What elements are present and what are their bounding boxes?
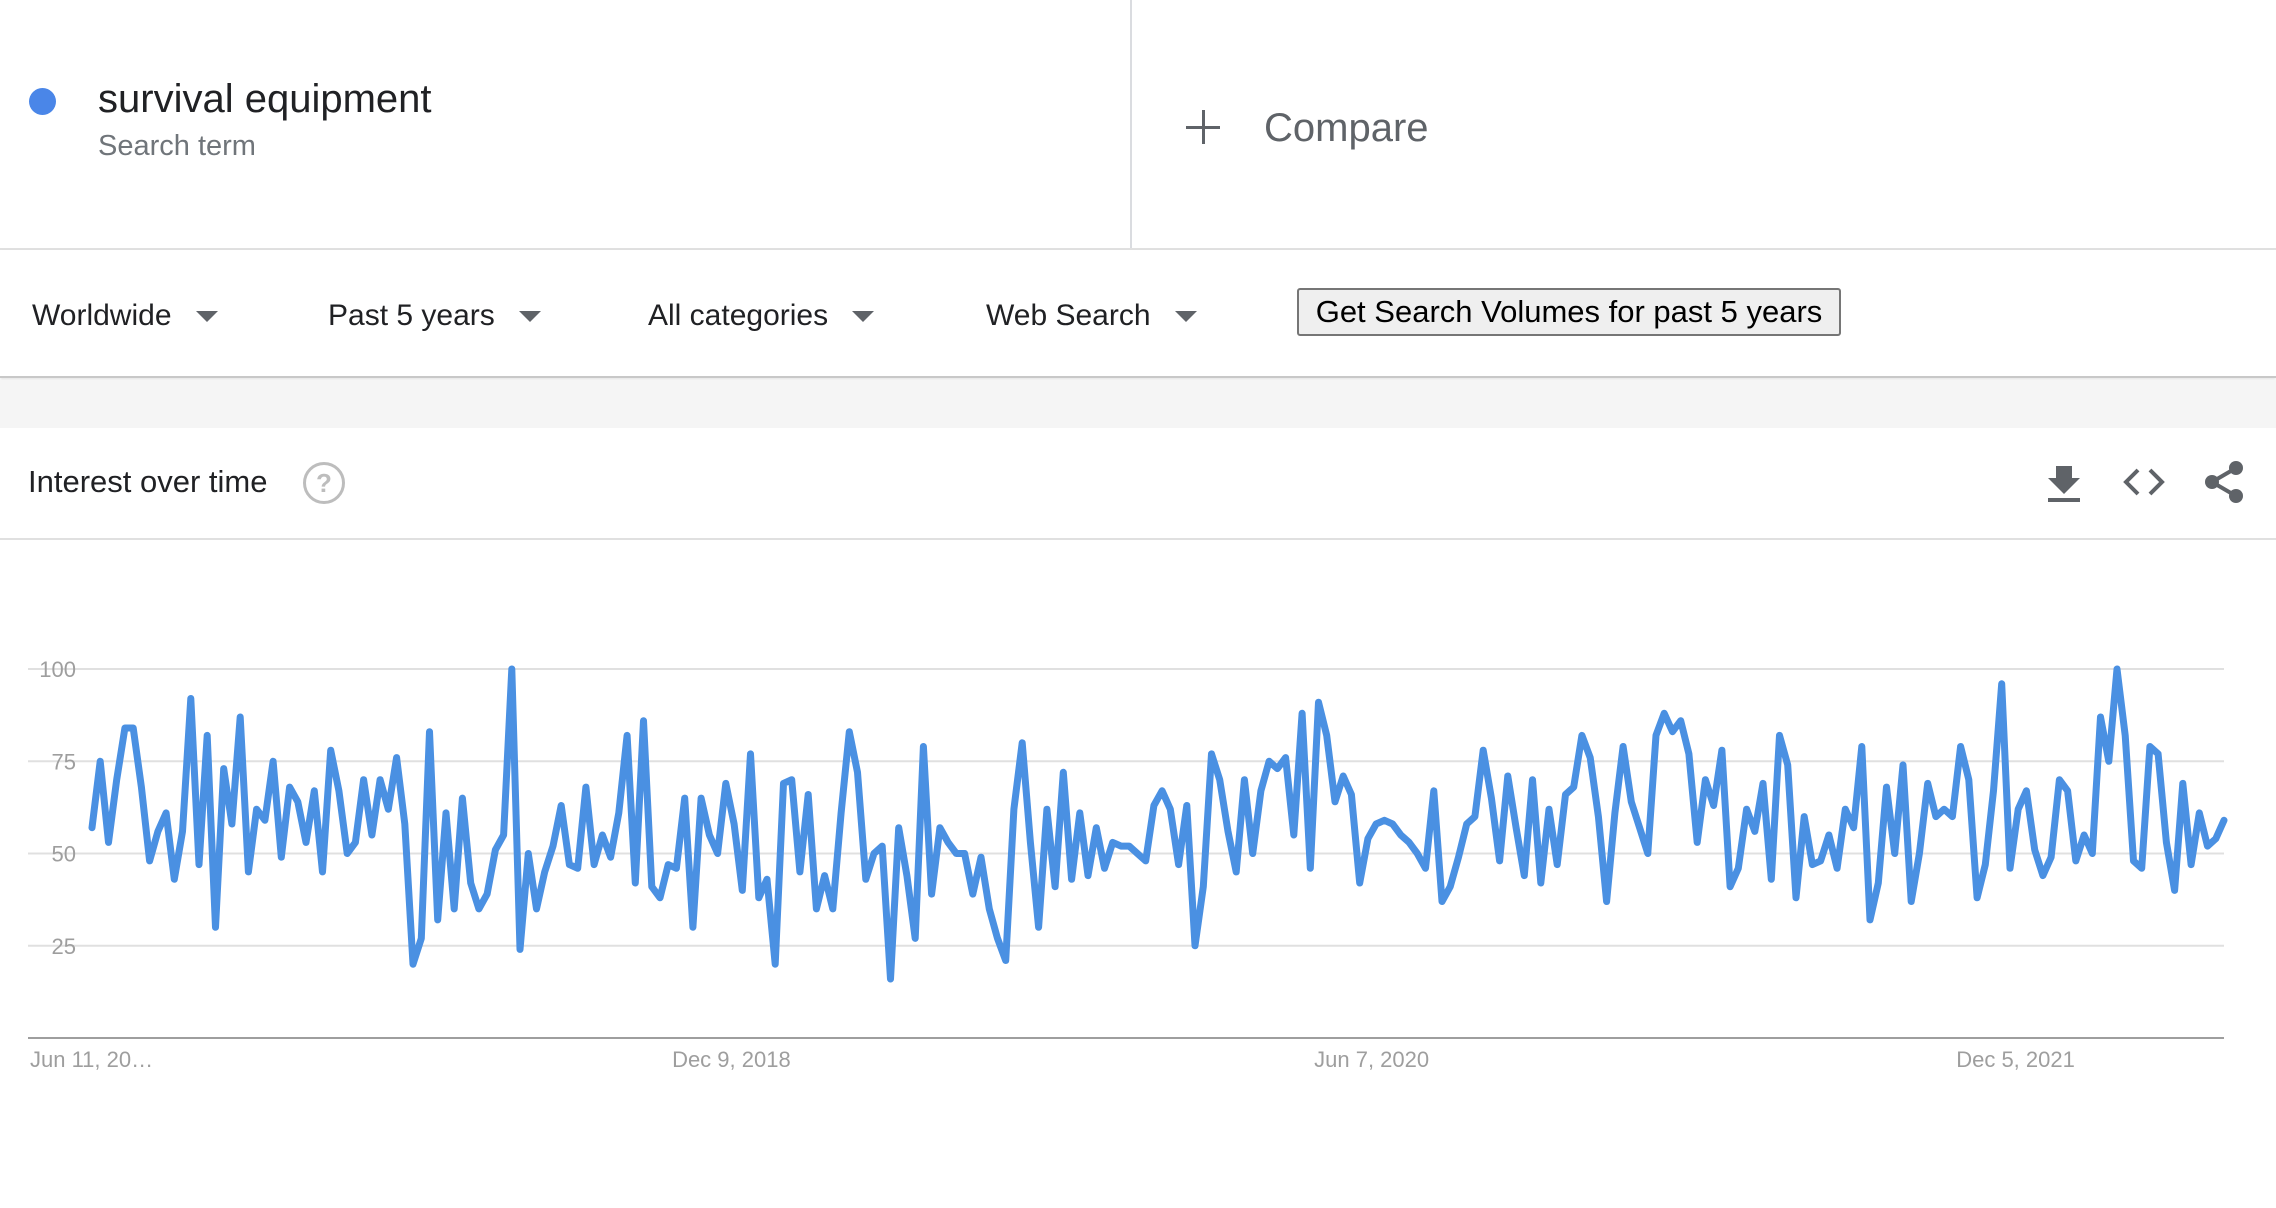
caret-down-icon bbox=[518, 310, 541, 322]
section-divider bbox=[0, 380, 2276, 428]
chart-card-header: Interest over time ? bbox=[0, 428, 2276, 540]
interest-over-time-chart: 25 50 75 100 Jun 11, 20… Dec 9, 2018 Jun 7, 20… bbox=[0, 540, 2276, 1100]
x-tick-label: Jun 11, 20… bbox=[30, 1047, 153, 1072]
term-color-dot bbox=[29, 88, 56, 115]
category-dropdown[interactable]: All categories bbox=[648, 296, 875, 336]
search-term-card[interactable]: survival equipment Search term bbox=[0, 0, 1132, 248]
filter-bar: Worldwide Past 5 years All categories We… bbox=[0, 250, 2276, 378]
x-tick-label: Dec 5, 2021 bbox=[1956, 1047, 2075, 1072]
region-dropdown[interactable]: Worldwide bbox=[32, 296, 218, 336]
download-icon[interactable] bbox=[2040, 458, 2088, 506]
chart-card-title: Interest over time bbox=[28, 464, 268, 499]
region-label: Worldwide bbox=[32, 299, 172, 332]
caret-down-icon bbox=[195, 310, 218, 322]
search-type-dropdown[interactable]: Web Search bbox=[986, 296, 1197, 336]
y-tick-label: 50 bbox=[52, 842, 76, 867]
term-name[interactable]: survival equipment bbox=[98, 77, 432, 121]
caret-down-icon bbox=[852, 310, 875, 322]
line-chart-svg[interactable]: 25 50 75 100 Jun 11, 20… Dec 9, 2018 Jun 7, 20… bbox=[0, 540, 2276, 1100]
caret-down-icon bbox=[1174, 310, 1197, 322]
y-tick-label: 75 bbox=[52, 749, 76, 774]
compare-button[interactable]: Compare bbox=[1184, 98, 1429, 158]
y-tick-label: 25 bbox=[52, 934, 76, 959]
plus-icon bbox=[1184, 108, 1224, 148]
category-label: All categories bbox=[648, 299, 829, 332]
series-line-survival-equipment[interactable] bbox=[88, 665, 2228, 983]
term-subtitle: Search term bbox=[98, 130, 256, 162]
share-icon[interactable] bbox=[2200, 458, 2248, 506]
get-search-volumes-button[interactable]: Get Search Volumes for past 5 years bbox=[1297, 288, 1841, 336]
help-icon[interactable]: ? bbox=[303, 462, 345, 504]
x-tick-label: Dec 9, 2018 bbox=[672, 1047, 791, 1072]
embed-code-icon[interactable] bbox=[2120, 458, 2168, 506]
y-tick-label: 100 bbox=[39, 657, 76, 682]
time-range-dropdown[interactable]: Past 5 years bbox=[328, 296, 541, 336]
term-bar: survival equipment Search term Compare bbox=[0, 0, 2276, 250]
compare-label: Compare bbox=[1264, 105, 1429, 150]
time-range-label: Past 5 years bbox=[328, 299, 495, 332]
x-tick-label: Jun 7, 2020 bbox=[1314, 1047, 1429, 1072]
search-type-label: Web Search bbox=[986, 299, 1151, 332]
